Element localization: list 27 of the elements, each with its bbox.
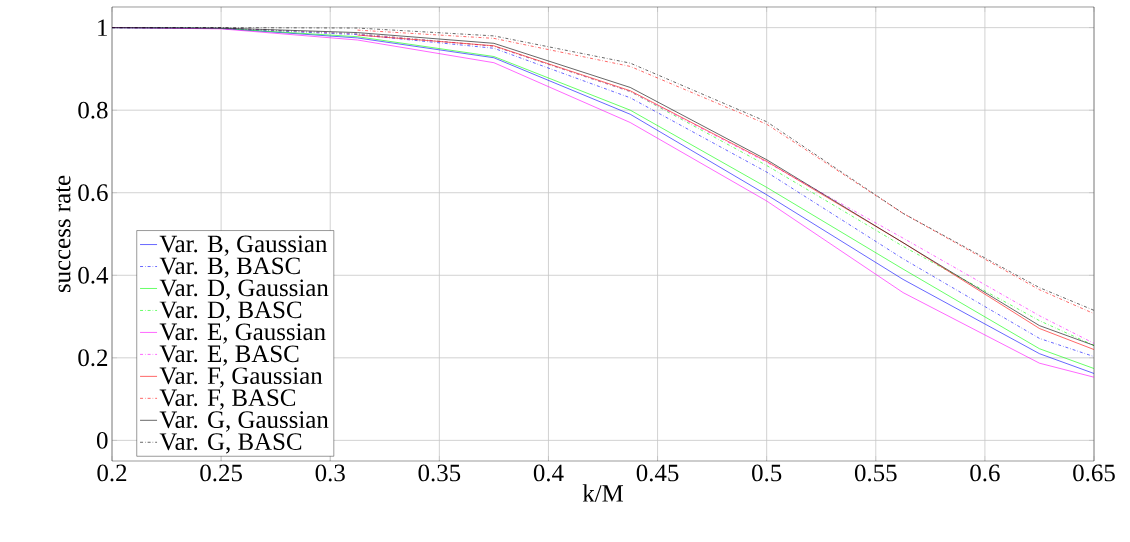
legend-label: Var. B, Gaussian [159,235,328,256]
legend-label: Var. E, BASC [159,345,299,366]
x-tick-label: 0.55 [854,464,897,482]
x-tick-label: 0.45 [636,464,679,482]
y-tick-label: 0.8 [78,101,108,119]
y-tick-label: 0.4 [78,266,109,284]
legend-label: Var. D, BASC [159,301,302,322]
legend-label: Var. F, Gaussian [159,367,323,388]
y-tick-label: 0 [96,431,108,449]
x-tick-label: 0.5 [752,464,782,482]
x-tick-label: 0.4 [533,464,564,482]
y-tick-label: 0.6 [78,184,108,202]
x-tick-label: 0.35 [418,464,461,482]
x-tick-label: 0.6 [970,464,1000,482]
legend-label: Var. B, BASC [159,257,300,278]
legend-label: Var. F, BASC [159,389,296,410]
legend-label: Var. G, Gaussian [159,411,329,432]
y-tick-label: 1 [98,19,107,36]
legend-label: Var. E, Gaussian [159,323,326,344]
y-tick-label: 0.2 [78,349,108,367]
legend-label: Var. D, Gaussian [159,279,329,300]
x-tick-label: 0.3 [315,464,345,482]
x-tick-label: 0.25 [200,464,242,482]
x-tick-label: 0.65 [1073,464,1115,482]
legend-label: Var. G, BASC [159,433,302,454]
x-axis-title: k/M [582,484,624,502]
y-axis-title: success rate [56,175,71,293]
